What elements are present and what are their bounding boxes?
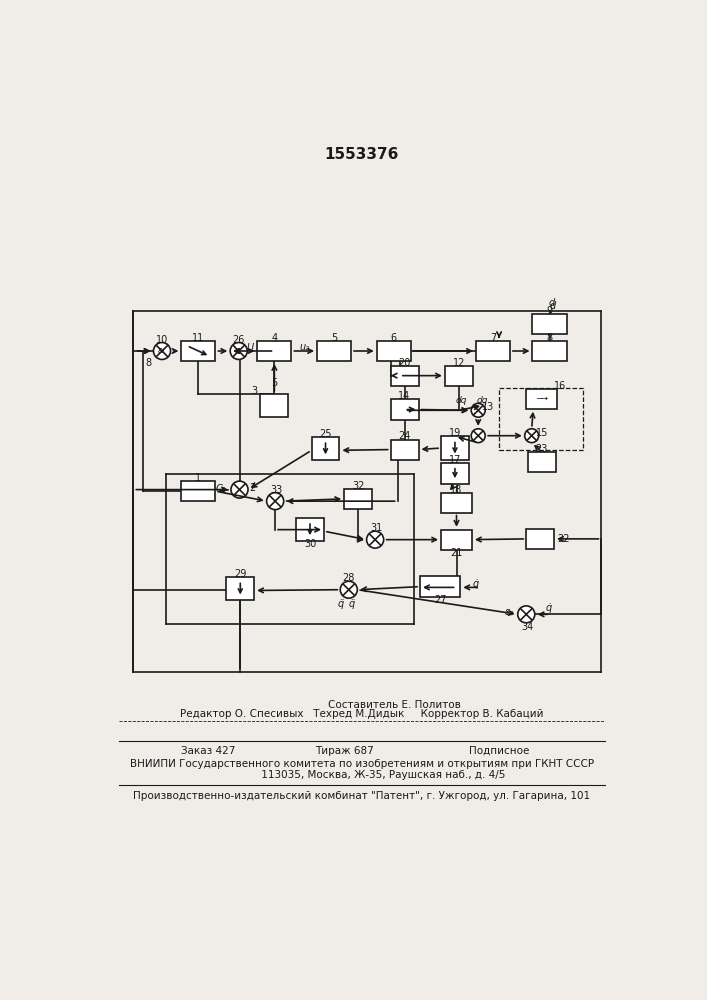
Circle shape xyxy=(267,493,284,510)
Text: 25: 25 xyxy=(320,429,332,439)
Text: 10: 10 xyxy=(156,335,168,345)
Text: 9: 9 xyxy=(547,306,553,316)
Text: 31: 31 xyxy=(370,523,382,533)
Text: 12: 12 xyxy=(452,358,465,368)
Text: 21: 21 xyxy=(450,548,462,558)
Text: d: d xyxy=(549,301,556,311)
Bar xyxy=(296,518,324,541)
Bar xyxy=(420,576,460,597)
Text: 28: 28 xyxy=(343,573,355,583)
Bar xyxy=(257,341,291,361)
Text: Составитель Е. Политов: Составитель Е. Политов xyxy=(263,700,461,710)
Text: 15: 15 xyxy=(536,428,548,438)
Circle shape xyxy=(472,429,485,443)
Bar xyxy=(226,577,255,600)
Bar xyxy=(441,463,469,484)
Text: 18: 18 xyxy=(450,485,462,495)
Text: 27: 27 xyxy=(434,595,447,605)
Text: Заказ 427: Заказ 427 xyxy=(182,746,235,756)
Text: 13: 13 xyxy=(482,402,494,412)
Text: ε₂: ε₂ xyxy=(505,607,514,617)
Circle shape xyxy=(367,531,384,548)
Bar xyxy=(532,314,566,334)
Text: 11: 11 xyxy=(192,333,204,343)
Bar xyxy=(532,341,566,361)
Text: 113035, Москва, Ж-35, Раушская наб., д. 4/5: 113035, Москва, Ж-35, Раушская наб., д. … xyxy=(218,770,505,780)
Text: 6: 6 xyxy=(391,333,397,343)
Text: q̇: q̇ xyxy=(473,579,479,589)
Text: 16: 16 xyxy=(554,381,566,391)
Text: Производственно-издательский комбинат "Патент", г. Ужгород, ул. Гагарина, 101: Производственно-издательский комбинат "П… xyxy=(134,791,590,801)
Bar xyxy=(476,341,510,361)
Text: 4: 4 xyxy=(271,333,277,343)
Bar xyxy=(182,481,216,501)
Text: 8: 8 xyxy=(146,358,152,368)
Bar xyxy=(377,341,411,361)
Circle shape xyxy=(525,429,539,443)
Text: 32: 32 xyxy=(352,481,364,491)
Text: 19: 19 xyxy=(449,428,461,438)
Bar xyxy=(445,366,473,386)
Text: 34: 34 xyxy=(522,622,534,632)
Circle shape xyxy=(518,606,534,623)
Bar xyxy=(526,389,557,409)
Text: 7: 7 xyxy=(490,333,496,343)
Text: 1: 1 xyxy=(195,473,201,483)
Text: 1553376: 1553376 xyxy=(325,147,399,162)
Text: ─→: ─→ xyxy=(536,394,548,403)
Bar xyxy=(317,341,351,361)
Text: Редактор О. Спесивых   Техред М.Дидык     Корректор В. Кабаций: Редактор О. Спесивых Техред М.Дидык Корр… xyxy=(180,709,544,719)
Bar xyxy=(344,489,372,509)
Text: u₂: u₂ xyxy=(299,342,309,352)
Circle shape xyxy=(231,481,248,498)
Text: 33: 33 xyxy=(271,485,283,495)
Text: 29: 29 xyxy=(234,569,247,579)
Text: Подписное: Подписное xyxy=(469,746,530,756)
Bar xyxy=(441,530,472,550)
Bar xyxy=(312,437,339,460)
Text: 8: 8 xyxy=(547,333,553,343)
Text: 17: 17 xyxy=(449,455,461,465)
Text: C: C xyxy=(215,484,222,494)
Bar xyxy=(182,341,216,361)
Bar xyxy=(260,394,288,417)
Bar xyxy=(441,436,469,460)
Text: 26: 26 xyxy=(233,335,245,345)
Text: Тираж 687: Тираж 687 xyxy=(315,746,373,756)
Text: 5: 5 xyxy=(271,378,278,388)
Text: 14: 14 xyxy=(399,391,411,401)
Bar xyxy=(499,388,583,450)
Text: 30: 30 xyxy=(304,539,316,549)
Text: q̈: q̈ xyxy=(349,599,355,609)
Text: q̇: q̇ xyxy=(546,603,552,613)
Text: 5: 5 xyxy=(331,333,337,343)
Circle shape xyxy=(230,343,247,359)
Text: 23: 23 xyxy=(536,444,548,454)
Bar xyxy=(526,529,554,549)
Bar xyxy=(441,493,472,513)
Text: d: d xyxy=(549,298,555,308)
Text: ε₁: ε₁ xyxy=(157,346,165,355)
Text: 20: 20 xyxy=(398,358,411,368)
Text: 3: 3 xyxy=(251,386,257,396)
Text: 22: 22 xyxy=(557,534,570,544)
Text: ВНИИПИ Государственного комитета по изобретениям и открытиям при ГКНТ СССР: ВНИИПИ Государственного комитета по изоб… xyxy=(130,759,594,769)
Text: q̈: q̈ xyxy=(338,599,344,609)
Text: 24: 24 xyxy=(398,431,411,441)
Bar xyxy=(391,399,419,420)
Bar xyxy=(391,440,419,460)
Circle shape xyxy=(340,581,357,598)
Circle shape xyxy=(472,403,485,417)
Text: U: U xyxy=(246,343,253,353)
Text: 2: 2 xyxy=(249,483,255,493)
Circle shape xyxy=(153,343,170,359)
Bar xyxy=(391,366,419,386)
Text: dq: dq xyxy=(455,396,467,405)
Bar xyxy=(528,452,556,472)
Text: dq: dq xyxy=(477,396,488,405)
